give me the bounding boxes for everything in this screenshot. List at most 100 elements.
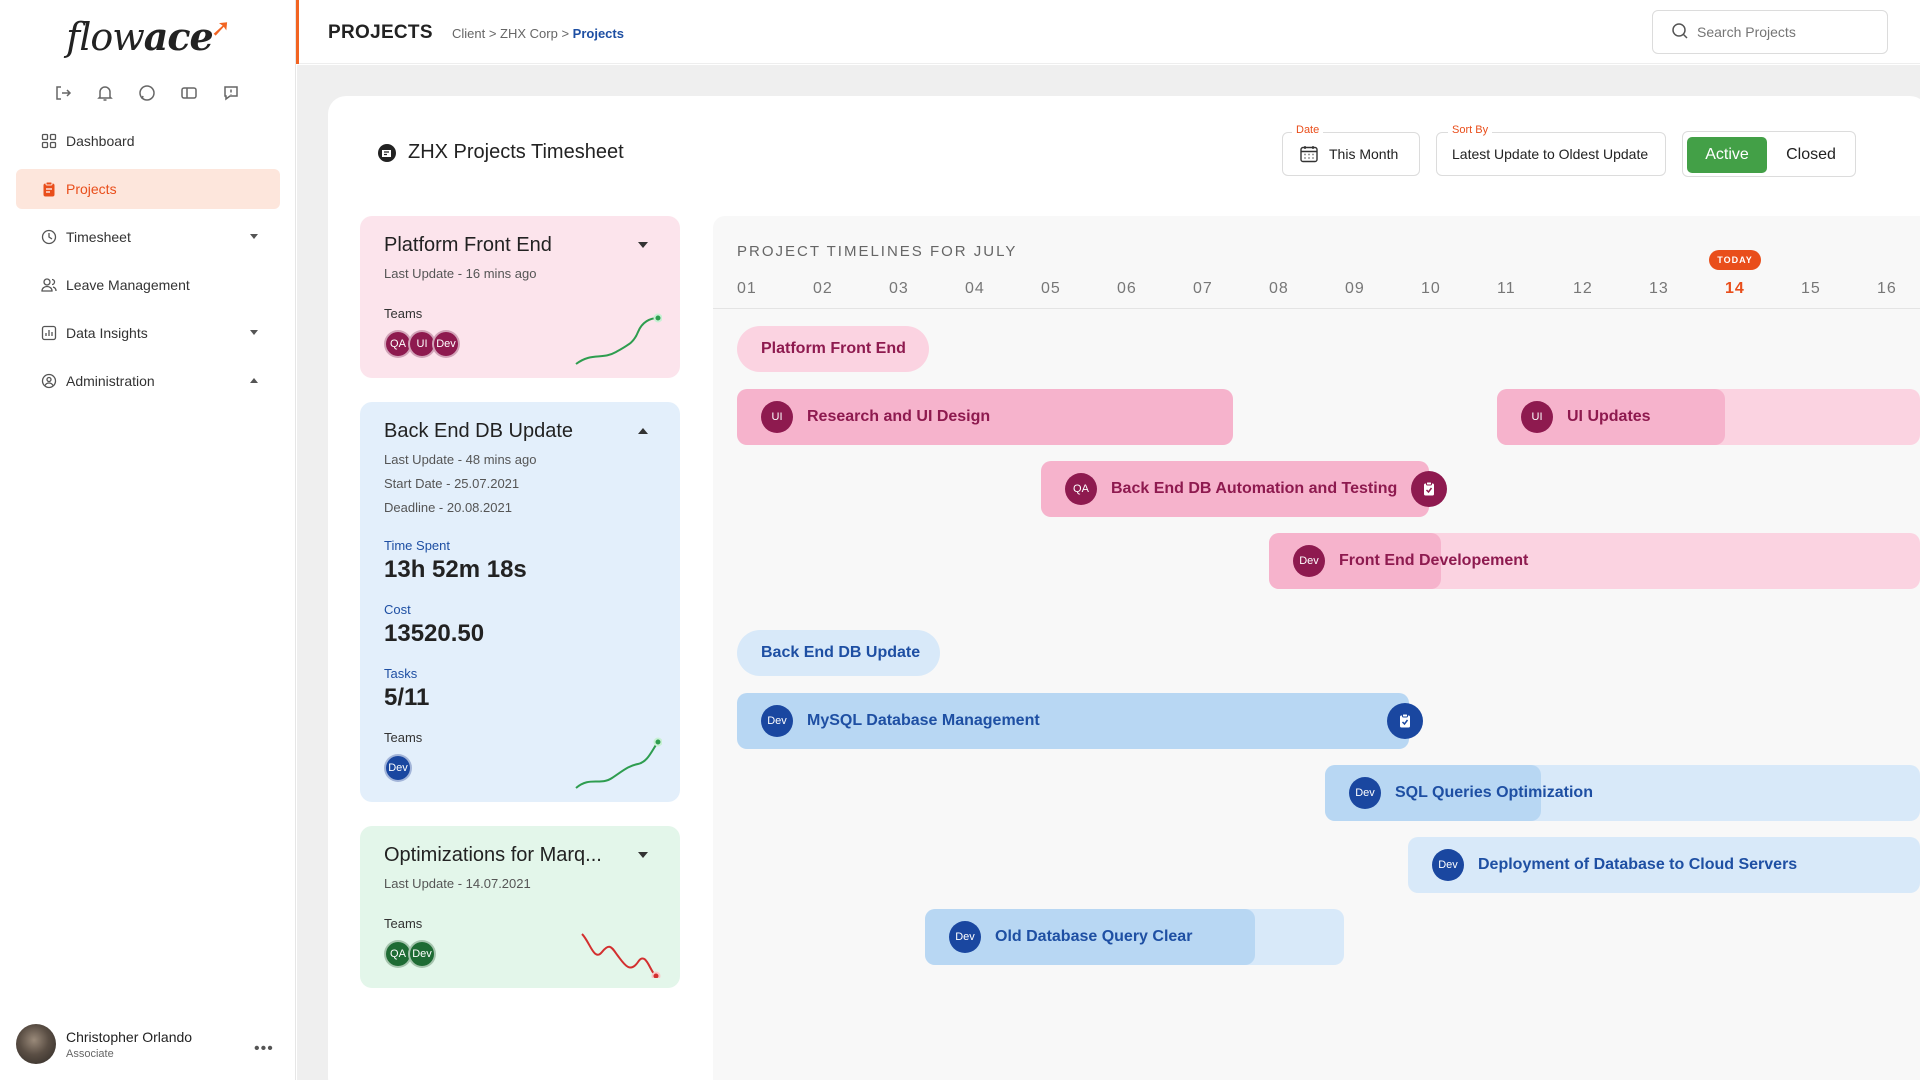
search-icon [1671, 22, 1689, 43]
project-card-optimizations[interactable]: Optimizations for Marq... Last Update - … [360, 826, 680, 988]
sidebar-item-label: Dashboard [66, 133, 135, 149]
logout-icon[interactable] [52, 82, 74, 104]
chevron-down-icon[interactable] [638, 242, 648, 248]
page-title: PROJECTS [328, 22, 433, 43]
team-badge-ui: UI [761, 401, 793, 433]
task-bar-mysql-management[interactable] [737, 693, 1409, 749]
chevron-down-icon[interactable] [638, 852, 648, 858]
breadcrumb-path[interactable]: Client > ZHX Corp > [452, 26, 573, 41]
calendar-icon [1299, 144, 1319, 164]
project-card-platform-front-end[interactable]: Platform Front End Last Update - 16 mins… [360, 216, 680, 378]
chevron-up-icon[interactable] [250, 378, 258, 383]
user-role: Associate [66, 1047, 114, 1060]
timeline-day-03: 03 [889, 280, 909, 297]
task-label: MySQL Database Management [807, 712, 1040, 729]
cost-value: 13520.50 [384, 620, 485, 647]
timeline-day-05: 05 [1041, 280, 1061, 297]
task-bar-research-ui-design[interactable] [737, 389, 1233, 445]
time-spent-label: Time Spent [384, 538, 450, 553]
clipboard-check-icon[interactable] [1411, 471, 1447, 507]
closed-toggle-button[interactable]: Closed [1786, 146, 1836, 163]
team-badge-dev: Dev [432, 330, 460, 358]
sidebar-item-administration[interactable]: Administration [16, 361, 280, 401]
project-card-title: Back End DB Update [384, 420, 573, 442]
date-filter[interactable]: This Month [1282, 132, 1420, 176]
task-bar-content: Dev Old Database Query Clear [949, 909, 1192, 965]
task-bar-content: QA Back End DB Automation and Testing [1065, 461, 1397, 517]
flowace-logo[interactable]: flowace➚ [0, 14, 296, 60]
trend-sparkline-up [575, 737, 662, 789]
timesheet-title-text: ZHX Projects Timesheet [408, 141, 624, 163]
logo-text-ace: ace [143, 14, 214, 59]
timeline-day-11: 11 [1497, 280, 1516, 297]
timeline-day-16: 16 [1877, 280, 1897, 297]
sidebar-item-timesheet[interactable]: Timesheet [16, 217, 280, 257]
timeline-day-06: 06 [1117, 280, 1137, 297]
project-card-back-end-db-update[interactable]: Back End DB Update Last Update - 48 mins… [360, 402, 680, 802]
teams-label: Teams [384, 730, 423, 745]
chat-icon[interactable] [136, 82, 158, 104]
timeline-group-platform-front-end[interactable]: Platform Front End [737, 326, 929, 372]
timeline-day-04: 04 [965, 280, 985, 297]
more-options-icon[interactable]: ••• [254, 1040, 274, 1057]
project-deadline: Deadline - 20.08.2021 [384, 500, 512, 515]
breadcrumb: Client > ZHX Corp > Projects [452, 26, 624, 41]
chevron-down-icon[interactable] [250, 234, 258, 239]
ticket-icon[interactable] [178, 82, 200, 104]
sidebar-item-label: Administration [66, 373, 155, 389]
sort-filter-label: Sort By [1448, 124, 1493, 136]
task-bar-content: UI Research and UI Design [761, 389, 990, 445]
bell-icon[interactable] [94, 82, 116, 104]
timeline-day-12: 12 [1573, 280, 1593, 297]
logo-mark-icon: ➚ [210, 15, 231, 42]
sidebar-item-label: Data Insights [66, 325, 148, 341]
project-icon [376, 142, 398, 164]
active-toggle-button[interactable]: Active [1687, 137, 1767, 173]
team-badge-dev: Dev [761, 705, 793, 737]
feedback-icon[interactable] [220, 82, 242, 104]
project-last-update: Last Update - 14.07.2021 [384, 876, 531, 891]
team-badge-dev: Dev [408, 940, 436, 968]
task-label: Old Database Query Clear [995, 928, 1193, 945]
task-bar-deployment-cloud[interactable] [1408, 837, 1920, 893]
tasks-value: 5/11 [384, 684, 430, 711]
task-bar-content: Dev MySQL Database Management [761, 693, 1040, 749]
time-spent-value: 13h 52m 18s [384, 556, 527, 583]
sidebar-item-data-insights[interactable]: Data Insights [16, 313, 280, 353]
sort-filter[interactable]: Latest Update to Oldest Update [1436, 132, 1666, 176]
sidebar-item-label: Leave Management [66, 277, 190, 293]
team-badge-dev: Dev [1432, 849, 1464, 881]
task-bar-content: UI UI Updates [1521, 389, 1651, 445]
timeline-day-14: 14 [1725, 280, 1745, 297]
timeline-group-back-end-db-update[interactable]: Back End DB Update [737, 630, 940, 676]
clipboard-check-icon[interactable] [1387, 703, 1423, 739]
avatar [16, 1024, 56, 1064]
task-label: SQL Queries Optimization [1395, 784, 1593, 801]
logo-text-flow: flow [66, 15, 145, 59]
chevron-up-icon[interactable] [638, 428, 648, 434]
chevron-down-icon[interactable] [250, 330, 258, 335]
sidebar-item-dashboard[interactable]: Dashboard [16, 121, 280, 161]
date-filter-value: This Month [1329, 146, 1399, 162]
trend-sparkline-down [581, 933, 661, 978]
timeline-day-07: 07 [1193, 280, 1213, 297]
task-label: Research and UI Design [807, 408, 991, 425]
people-icon [40, 276, 58, 294]
today-badge: TODAY [1709, 250, 1761, 270]
task-label: Deployment of Database to Cloud Servers [1478, 856, 1798, 873]
sort-filter-value: Latest Update to Oldest Update [1452, 146, 1649, 162]
team-badge-qa: QA [1065, 473, 1097, 505]
grid-icon [40, 132, 58, 150]
sidebar-item-projects[interactable]: Projects [16, 169, 280, 209]
chart-icon [40, 324, 58, 342]
trend-sparkline-up [575, 313, 662, 365]
timeline-day-08: 08 [1269, 280, 1289, 297]
search-input[interactable] [1697, 24, 1867, 40]
task-bar-content: Dev SQL Queries Optimization [1349, 765, 1593, 821]
user-profile[interactable]: Christopher Orlando Associate [16, 1024, 192, 1064]
sidebar-item-leave-management[interactable]: Leave Management [16, 265, 280, 305]
task-bar-backend-automation-testing[interactable] [1041, 461, 1429, 517]
user-name: Christopher Orlando [66, 1028, 193, 1045]
project-card-title: Platform Front End [384, 234, 552, 256]
timeline-day-01: 01 [737, 280, 757, 297]
